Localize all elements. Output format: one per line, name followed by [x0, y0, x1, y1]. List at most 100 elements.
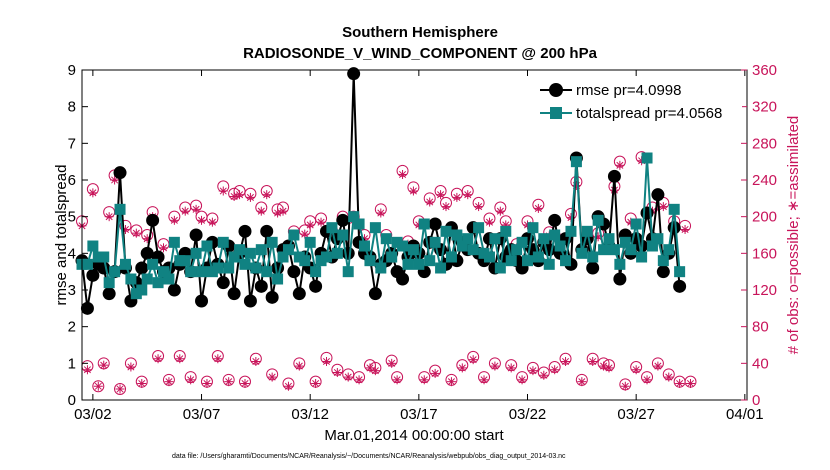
obs-assimilated-point	[235, 190, 245, 200]
rmse-point	[586, 261, 600, 275]
y-tick-label: 4	[68, 245, 76, 262]
totalspread-point	[397, 240, 409, 252]
totalspread-point	[288, 229, 300, 241]
totalspread-point	[342, 266, 354, 278]
totalspread-point	[538, 233, 550, 245]
obs-assimilated-point	[316, 217, 326, 227]
obs-assimilated-point	[425, 197, 435, 207]
obs-assimilated-point	[430, 368, 440, 378]
totalspread-point	[255, 244, 267, 256]
rmse-point	[341, 246, 355, 260]
totalspread-point	[380, 233, 392, 245]
totalspread-point	[125, 273, 137, 285]
totalspread-point	[386, 251, 398, 263]
x-tick-label: 03/12	[291, 406, 329, 423]
x-tick-label: 03/27	[617, 406, 655, 423]
chart-subtitle: RADIOSONDE_V_WIND_COMPONENT @ 200 hPa	[243, 45, 598, 62]
x-tick-label: 03/07	[183, 406, 221, 423]
totalspread-point	[554, 240, 566, 252]
rmse-point	[673, 279, 687, 293]
obs-assimilated-point	[245, 192, 255, 202]
totalspread-point	[560, 255, 572, 267]
obs-assimilated-point	[517, 375, 527, 385]
obs-assimilated-point	[452, 192, 462, 202]
totalspread-point	[592, 214, 604, 226]
obs-assimilated-point	[191, 204, 201, 214]
totalspread-point	[543, 258, 555, 270]
obs-assimilated-point	[441, 202, 451, 212]
totalspread-point	[489, 233, 501, 245]
obs-assimilated-point	[370, 366, 380, 376]
rmse-point	[651, 188, 665, 202]
totalspread-point	[141, 273, 153, 285]
rmse-point	[227, 287, 241, 301]
totalspread-point	[625, 244, 637, 256]
obs-assimilated-point	[577, 377, 587, 387]
totalspread-point	[234, 244, 246, 256]
totalspread-point	[451, 229, 463, 241]
y-tick-label: 6	[68, 172, 76, 189]
totalspread-point	[277, 251, 289, 263]
totalspread-point	[418, 218, 430, 230]
rmse-point	[113, 166, 127, 180]
totalspread-point	[375, 262, 387, 274]
legend: rmse pr=4.0998 totalspread pr=4.0568	[530, 76, 742, 124]
obs-assimilated-point	[240, 379, 250, 388]
totalspread-point	[196, 266, 208, 278]
totalspread-point	[467, 244, 479, 256]
totalspread-point	[587, 251, 599, 263]
totalspread-point	[462, 233, 474, 245]
obs-assimilated-point	[561, 357, 571, 366]
totalspread-point	[369, 222, 381, 234]
rmse-point	[368, 287, 382, 301]
obs-assimilated-point	[321, 357, 331, 366]
obs-assimilated-point	[88, 188, 98, 198]
y-tick-label: 8	[68, 99, 76, 116]
totalspread-point	[511, 244, 523, 256]
totalspread-point	[163, 273, 175, 285]
obs-assimilated-point	[675, 379, 685, 388]
x-axis-label: Mar.01,2014 00:00:00 start	[324, 427, 504, 444]
totalspread-point	[326, 222, 338, 234]
totalspread-point	[429, 236, 441, 248]
obs-assimilated-point	[408, 186, 418, 196]
obs-assimilated-point	[224, 377, 234, 387]
totalspread-point	[608, 244, 620, 256]
totalspread-point	[272, 273, 284, 285]
y-right-tick-label: 40	[752, 355, 769, 372]
plot-frame	[81, 69, 748, 401]
x-tick-label: 04/01	[726, 406, 764, 423]
totalspread-point	[440, 225, 452, 237]
rmse-point	[243, 294, 257, 308]
obs-assimilated-point	[300, 229, 310, 239]
totalspread-point	[353, 218, 365, 230]
obs-assimilated-point	[202, 379, 212, 388]
totalspread-point	[657, 255, 669, 267]
totalspread-point	[98, 251, 110, 263]
totalspread-point	[331, 247, 343, 259]
obs-assimilated-point	[387, 358, 397, 368]
totalspread-point	[266, 236, 278, 248]
y-tick-label: 5	[68, 209, 76, 226]
rmse-point	[347, 67, 361, 81]
y-axis-right: 0 40 80 120 160 200 240 280 320 360	[741, 62, 777, 409]
obs-assimilated-point	[213, 354, 223, 364]
totalspread-point	[190, 247, 202, 259]
obs-assimilated-point	[164, 377, 174, 387]
totalspread-point	[359, 240, 371, 252]
obs-assimilated-point	[468, 355, 478, 365]
totalspread-point	[435, 262, 447, 274]
rmse-point	[102, 287, 116, 301]
y-right-tick-label: 240	[752, 172, 777, 189]
totalspread-point	[212, 262, 224, 274]
totalspread-point	[185, 266, 197, 278]
totalspread-point	[179, 255, 191, 267]
totalspread-point	[201, 240, 213, 252]
y-tick-label: 3	[68, 282, 76, 299]
totalspread-point	[304, 236, 316, 248]
x-tick-label: 03/17	[400, 406, 438, 423]
obs-assimilated-point	[479, 375, 489, 385]
totalspread-point	[494, 262, 506, 274]
obs-assimilated-point	[588, 357, 598, 366]
